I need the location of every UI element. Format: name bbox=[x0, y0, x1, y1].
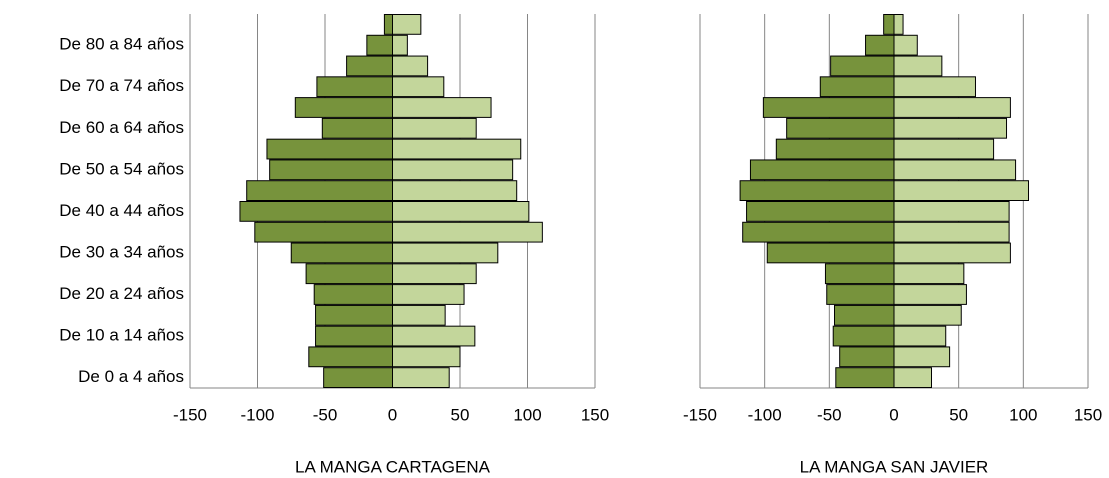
x-tick-label: -100 bbox=[748, 405, 782, 424]
bar bbox=[893, 34, 918, 56]
x-tick-label: 100 bbox=[1009, 405, 1037, 424]
bar bbox=[392, 76, 445, 98]
bar bbox=[786, 117, 895, 139]
bar bbox=[392, 284, 465, 305]
bar bbox=[893, 263, 965, 285]
bar bbox=[315, 325, 393, 347]
bar bbox=[893, 221, 1010, 243]
x-tick-label: 150 bbox=[581, 405, 609, 424]
x-tick-label: -50 bbox=[313, 405, 338, 424]
bar bbox=[239, 201, 393, 222]
bar bbox=[392, 14, 422, 35]
bar bbox=[893, 159, 1017, 181]
y-tick-label: De 0 a 4 años bbox=[78, 367, 184, 386]
bar bbox=[254, 221, 393, 243]
y-tick-label: De 70 a 74 años bbox=[59, 76, 184, 95]
bar bbox=[366, 34, 394, 56]
x-tick-label: 100 bbox=[513, 405, 541, 424]
bar bbox=[392, 55, 429, 77]
bar bbox=[893, 346, 951, 368]
bar bbox=[392, 34, 408, 56]
bar bbox=[893, 55, 943, 77]
bar bbox=[290, 242, 393, 264]
bar bbox=[316, 76, 393, 98]
bar bbox=[746, 201, 895, 222]
x-tick-label: -50 bbox=[817, 405, 842, 424]
bar bbox=[392, 263, 477, 285]
bar bbox=[308, 346, 393, 368]
y-tick-label: De 50 a 54 años bbox=[59, 159, 184, 178]
bar bbox=[739, 180, 895, 202]
y-tick-label: De 10 a 14 años bbox=[59, 326, 184, 345]
bar bbox=[865, 34, 895, 56]
bar bbox=[269, 159, 393, 181]
x-tick-label: 150 bbox=[1074, 405, 1102, 424]
bar bbox=[766, 242, 895, 264]
bar bbox=[830, 55, 895, 77]
bar bbox=[834, 304, 895, 326]
bar bbox=[392, 117, 477, 139]
bar bbox=[392, 346, 461, 368]
bar bbox=[819, 76, 895, 98]
y-tick-label: De 60 a 64 años bbox=[59, 118, 184, 137]
bar bbox=[893, 284, 967, 305]
bar bbox=[826, 284, 895, 305]
bar bbox=[893, 14, 904, 35]
bar bbox=[893, 76, 976, 98]
bar bbox=[392, 201, 530, 222]
bar bbox=[392, 138, 522, 160]
x-axis-title: LA MANGA CARTAGENA bbox=[295, 457, 491, 476]
bar bbox=[832, 325, 895, 347]
bar bbox=[775, 138, 895, 160]
bar bbox=[883, 14, 895, 35]
y-tick-label: De 20 a 24 años bbox=[59, 284, 184, 303]
bar bbox=[893, 242, 1011, 264]
bar bbox=[321, 117, 393, 139]
bar bbox=[742, 221, 895, 243]
bar bbox=[839, 346, 895, 368]
y-tick-label: De 40 a 44 años bbox=[59, 201, 184, 220]
x-tick-label: 50 bbox=[451, 405, 470, 424]
bar bbox=[313, 284, 394, 305]
bar bbox=[392, 242, 499, 264]
bar bbox=[315, 304, 393, 326]
bar bbox=[893, 117, 1008, 139]
bar bbox=[392, 159, 514, 181]
y-tick-label: De 80 a 84 años bbox=[59, 35, 184, 54]
x-tick-label: 50 bbox=[949, 405, 968, 424]
x-tick-label: -100 bbox=[240, 405, 274, 424]
bar bbox=[392, 97, 492, 118]
bar bbox=[383, 14, 393, 35]
x-tick-label: -150 bbox=[683, 405, 717, 424]
x-tick-label: 0 bbox=[388, 405, 397, 424]
bar bbox=[893, 97, 1011, 118]
bar bbox=[824, 263, 895, 285]
bar bbox=[835, 367, 895, 389]
bar bbox=[762, 97, 895, 118]
bar bbox=[392, 367, 450, 389]
bar bbox=[893, 180, 1030, 202]
x-axis-title: LA MANGA SAN JAVIER bbox=[800, 457, 989, 476]
bar bbox=[294, 97, 393, 118]
bar bbox=[749, 159, 895, 181]
bar bbox=[392, 304, 446, 326]
bar bbox=[392, 325, 476, 347]
bar bbox=[893, 325, 947, 347]
bar bbox=[346, 55, 394, 77]
bar bbox=[323, 367, 393, 389]
bar bbox=[392, 221, 543, 243]
bar bbox=[893, 304, 962, 326]
x-tick-label: 0 bbox=[889, 405, 898, 424]
bar bbox=[305, 263, 394, 285]
x-tick-label: -150 bbox=[173, 405, 207, 424]
y-tick-label: De 30 a 34 años bbox=[59, 242, 184, 261]
bar bbox=[246, 180, 393, 202]
bar bbox=[893, 367, 933, 389]
bar bbox=[392, 180, 518, 202]
bar bbox=[893, 138, 995, 160]
bar bbox=[893, 201, 1010, 222]
bar bbox=[266, 138, 394, 160]
